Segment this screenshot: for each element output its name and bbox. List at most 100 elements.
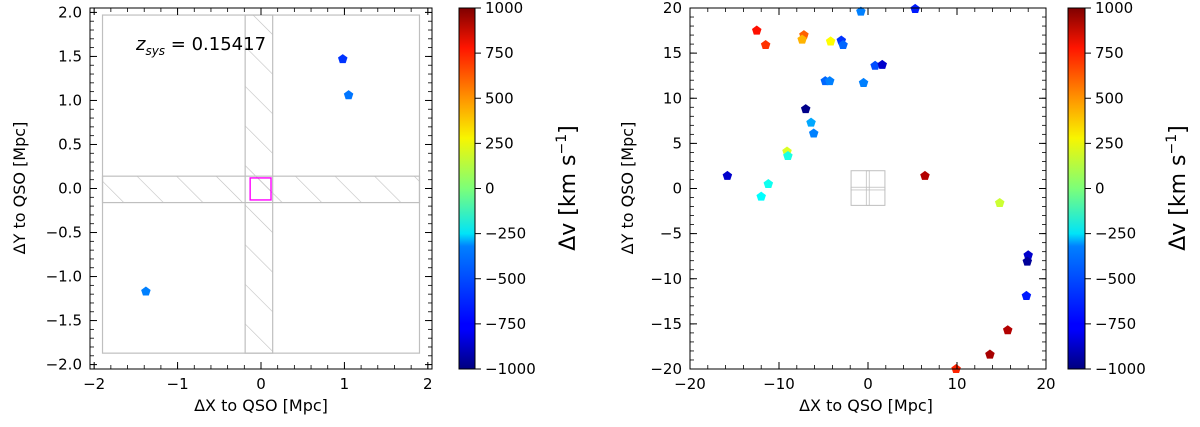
data-point bbox=[800, 104, 811, 114]
data-point bbox=[838, 40, 848, 50]
colorbar-tick-label: −500 bbox=[1095, 270, 1136, 288]
y-tick-label: −0.5 bbox=[46, 224, 82, 242]
inset-vertical-strip bbox=[865, 170, 870, 206]
y-tick-label: −1.0 bbox=[46, 268, 82, 286]
x-tick-label: −2 bbox=[83, 375, 105, 393]
y-tick-label: 10 bbox=[663, 89, 682, 107]
left-colorbar-ticks: 1000 750 500 250 0 −250 −500 −750 −1000 bbox=[475, 0, 536, 378]
y-tick-label: 1.5 bbox=[58, 47, 82, 65]
x-tick-label: 20 bbox=[1036, 375, 1055, 393]
colorbar-tick-label: 750 bbox=[1095, 44, 1124, 62]
y-tick-label: 2.0 bbox=[58, 3, 82, 21]
colorbar-tick-label: −500 bbox=[485, 270, 526, 288]
y-tick-label: 0 bbox=[672, 180, 682, 198]
data-point bbox=[1002, 325, 1013, 335]
y-tick-label: 1.0 bbox=[58, 91, 82, 109]
data-point bbox=[920, 170, 930, 180]
x-tick-label: 0 bbox=[256, 375, 266, 393]
y-tick-label: 20 bbox=[663, 0, 682, 17]
colorbar-tick-label: −250 bbox=[1095, 225, 1136, 243]
colorbar-tick-label: 0 bbox=[1095, 180, 1105, 198]
right-colorbar-gradient bbox=[1067, 7, 1086, 370]
x-tick-label: 10 bbox=[947, 375, 966, 393]
y-tick-label: 15 bbox=[663, 44, 682, 62]
qso-box bbox=[249, 177, 272, 201]
right-y-axis-label: ΔY to QSO [Mpc] bbox=[618, 122, 637, 255]
left-axis-ticks: −2 −1 0 1 2 −2.0 −1.5 −1.0 −0.5 0.0 0.5 1.0 1.5 2.0 bbox=[46, 3, 433, 393]
right-colorbar: 1000 750 500 250 0 −250 −500 −750 −1000 Δv [km s… bbox=[1067, 0, 1191, 378]
data-point bbox=[763, 178, 774, 189]
y-tick-label: −20 bbox=[650, 360, 682, 378]
x-tick-label: −10 bbox=[763, 375, 795, 393]
y-tick-label: 0.0 bbox=[58, 180, 82, 198]
data-point bbox=[756, 191, 766, 201]
data-point bbox=[858, 77, 869, 87]
colorbar-tick-label: 250 bbox=[1095, 134, 1124, 152]
redshift-annotation: zsys = 0.15417 bbox=[135, 34, 266, 58]
data-point bbox=[824, 76, 835, 86]
right-colorbar-label: Δv [km s−1] bbox=[1164, 125, 1191, 251]
colorbar-tick-label: −750 bbox=[485, 315, 526, 333]
y-tick-label: −10 bbox=[650, 270, 682, 288]
data-point bbox=[343, 90, 354, 100]
colorbar-tick-label: −250 bbox=[485, 225, 526, 243]
data-point bbox=[141, 286, 151, 296]
left-x-axis-label: ΔX to QSO [Mpc] bbox=[194, 396, 328, 415]
x-tick-label: 0 bbox=[863, 375, 873, 393]
x-tick-label: −1 bbox=[167, 375, 189, 393]
right-plot-frame bbox=[689, 7, 1047, 370]
colorbar-tick-label: −1000 bbox=[485, 360, 536, 378]
data-point bbox=[722, 170, 733, 180]
inset-field-boundary bbox=[850, 170, 886, 206]
colorbar-tick-label: 0 bbox=[485, 180, 495, 198]
data-point bbox=[856, 6, 866, 16]
left-data-points bbox=[141, 54, 354, 296]
right-data-points bbox=[722, 3, 1033, 374]
data-point bbox=[870, 60, 880, 70]
colorbar-tick-label: 250 bbox=[485, 134, 514, 152]
data-point bbox=[1022, 256, 1033, 266]
left-y-axis-label: ΔY to QSO [Mpc] bbox=[10, 122, 29, 255]
left-colorbar: 1000 750 500 250 0 −250 −500 −750 −1000 Δv [km s… bbox=[458, 0, 581, 378]
y-tick-label: −1.5 bbox=[46, 312, 82, 330]
x-tick-label: 2 bbox=[423, 375, 433, 393]
y-tick-label: −2.0 bbox=[46, 356, 82, 374]
colorbar-tick-label: 500 bbox=[485, 89, 514, 107]
data-point bbox=[760, 40, 771, 50]
data-point bbox=[751, 25, 762, 35]
data-point bbox=[797, 34, 807, 44]
left-colorbar-gradient bbox=[458, 7, 476, 370]
right-axis-ticks: −20 −10 0 10 20 −20 −15 −10 −5 0 5 10 15 20 bbox=[650, 0, 1055, 393]
left-chart: −2 −1 0 1 2 −2.0 −1.5 −1.0 −0.5 0.0 0.5 1.0 1.5 2.0 z… bbox=[10, 3, 433, 415]
colorbar-tick-label: 500 bbox=[1095, 89, 1124, 107]
data-point bbox=[806, 117, 816, 127]
x-tick-label: −20 bbox=[674, 375, 706, 393]
colorbar-tick-label: −750 bbox=[1095, 315, 1136, 333]
data-point bbox=[1021, 290, 1032, 300]
inset-footprint bbox=[850, 170, 886, 206]
survey-footprint bbox=[101, 14, 421, 354]
data-point bbox=[877, 59, 887, 69]
colorbar-tick-label: 1000 bbox=[1095, 0, 1133, 17]
data-point bbox=[1023, 250, 1033, 260]
x-tick-label: 1 bbox=[340, 375, 350, 393]
y-tick-label: 0.5 bbox=[58, 135, 82, 153]
data-point bbox=[825, 36, 836, 46]
vertical-masked-strip bbox=[244, 14, 274, 354]
data-point bbox=[985, 349, 995, 359]
colorbar-tick-label: 750 bbox=[485, 44, 514, 62]
data-point bbox=[808, 128, 819, 138]
colorbar-tick-label: 1000 bbox=[485, 0, 523, 17]
y-tick-label: −15 bbox=[650, 315, 682, 333]
colorbar-tick-label: −1000 bbox=[1095, 360, 1146, 378]
inset-horizontal-strip bbox=[850, 186, 886, 191]
y-tick-label: −5 bbox=[660, 225, 682, 243]
right-x-axis-label: ΔX to QSO [Mpc] bbox=[799, 396, 933, 415]
data-point bbox=[783, 151, 793, 161]
data-point bbox=[337, 54, 348, 64]
left-colorbar-label: Δv [km s−1] bbox=[554, 125, 581, 251]
data-point bbox=[994, 197, 1005, 207]
right-chart: −20 −10 0 10 20 −20 −15 −10 −5 0 5 10 15 20 ΔX to QSO… bbox=[618, 0, 1056, 415]
y-tick-label: 5 bbox=[672, 134, 682, 152]
